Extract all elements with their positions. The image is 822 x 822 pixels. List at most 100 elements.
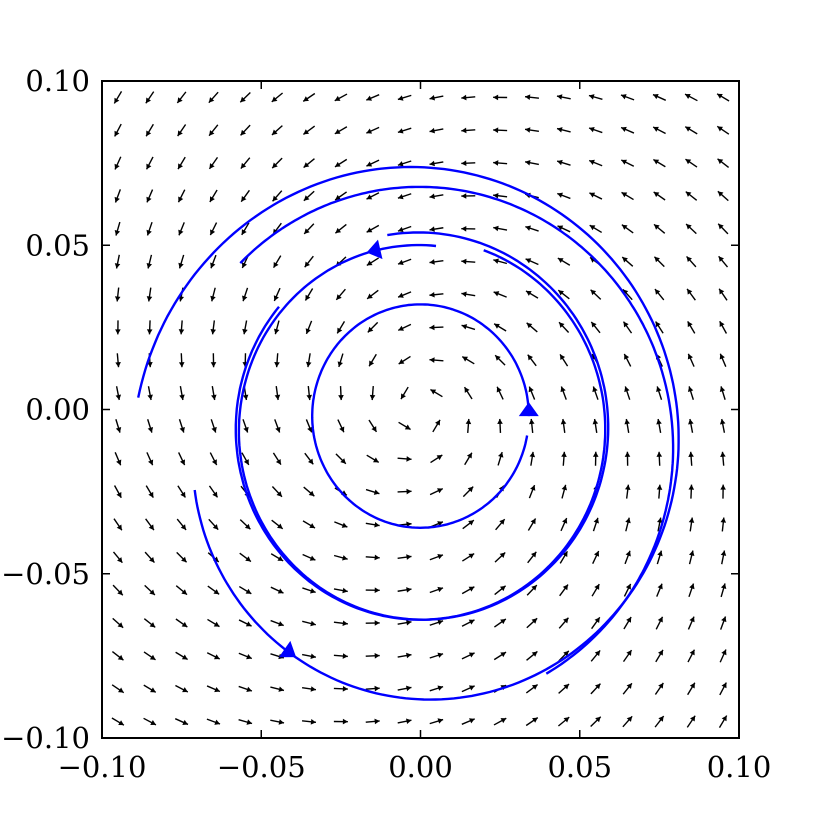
quiver-arrow [558,321,570,333]
quiver-arrow [464,452,473,466]
quiver-arrow [591,583,600,597]
quiver-arrow [305,320,313,335]
quiver-arrow [271,486,283,498]
quiver-arrow [400,386,409,400]
quiver-arrow [302,92,316,102]
quiver-arrow [240,157,251,169]
quiver-arrow [655,649,664,663]
quiver-arrow [461,291,476,297]
quiver-arrow [272,452,282,466]
quiver-arrow [624,386,631,400]
quiver-arrow [525,717,539,727]
quiver-arrow [525,225,539,232]
quiver-arrow [429,487,444,496]
quiver-arrow [497,418,503,433]
quiver-arrow [720,484,726,499]
quiver-arrow [238,585,252,595]
quiver-arrow [556,159,571,166]
quiver-arrow [177,124,187,137]
quiver-arrow [687,682,696,696]
quiver-arrow [687,649,696,663]
quiver-arrow [558,683,570,694]
quiver-arrow [178,254,185,269]
quiver-arrow [559,550,569,564]
quiver-arrow [528,418,535,433]
quiver-arrow [465,418,472,433]
quiver-arrow [208,485,219,498]
quiver-arrow [397,160,412,167]
quiver-arrow [302,587,316,594]
quiver-arrow [178,222,185,236]
quiver-arrow [719,320,728,334]
quiver-arrow [271,92,284,103]
quiver-arrow [272,255,282,269]
quiver-arrow [397,193,412,200]
quiver-arrow [274,353,280,368]
quiver-arrow [588,159,603,167]
quiver-arrow [368,353,377,367]
quiver-arrow [686,288,696,301]
quiver-arrow [274,386,281,401]
quiver-arrow [302,125,316,135]
quiver-arrow [145,156,154,170]
quiver-arrow [241,222,250,236]
quiver-arrow [657,517,663,532]
quiver-arrow [461,552,475,562]
quiver-arrow [590,321,601,334]
quiver-arrow [655,321,664,334]
quiver-arrow [461,586,475,595]
quiver-arrow [238,652,253,660]
quiver-arrow [493,291,507,298]
quiver-arrow [303,158,315,169]
quiver-arrow [367,321,379,333]
quiver-arrow [207,585,220,595]
quiver-arrow [208,124,219,137]
quiver-arrow [624,550,631,565]
quiver-arrow [688,550,695,565]
quiver-arrow [620,159,635,167]
quiver-arrow [493,127,508,133]
quiver-arrow [397,718,412,724]
quiver-arrow [685,158,698,168]
quiver-arrow [528,386,536,400]
quiver-arrow [720,451,726,466]
trajectory-arrowhead [518,402,539,417]
quiver-arrow [144,551,155,564]
quiver-arrow [274,419,281,433]
quiver-arrow [559,353,569,367]
quiver-arrow [686,715,696,728]
trajectory-middle-2 [234,249,607,621]
quiver-arrow [653,223,666,234]
quiver-arrow [462,486,474,498]
quiver-arrow [333,718,348,725]
quiver-arrow [114,189,122,203]
quiver-arrow [461,652,475,660]
quiver-arrow [623,353,632,367]
quiver-arrow [588,126,603,134]
quiver-arrow [430,388,443,398]
quiver-arrow [493,717,507,726]
x-tick-label: 0.05 [547,750,612,784]
quiver-arrow [114,221,121,236]
quiver-arrow [206,652,221,660]
y-tick-label: 0.05 [25,228,90,262]
quiver-arrow [560,517,568,532]
quiver-arrow [620,126,635,134]
quiver-arrow [590,716,602,727]
quiver-arrow [115,386,122,401]
quiver-arrow [719,418,726,433]
quiver-arrow [654,715,665,728]
quiver-arrow [335,288,346,301]
quiver-arrow [304,452,314,465]
quiver-arrow [653,256,665,268]
quiver-arrow [684,93,698,102]
quiver-arrow [113,91,123,104]
quiver-arrow [461,685,475,693]
quiver-arrow [145,485,154,499]
quiver-arrow [590,650,601,662]
quiver-arrow [557,225,571,233]
quiver-arrow [494,585,507,596]
quiver-arrow [590,683,601,695]
quiver-arrow [429,586,444,594]
quiver-arrow [719,386,726,400]
